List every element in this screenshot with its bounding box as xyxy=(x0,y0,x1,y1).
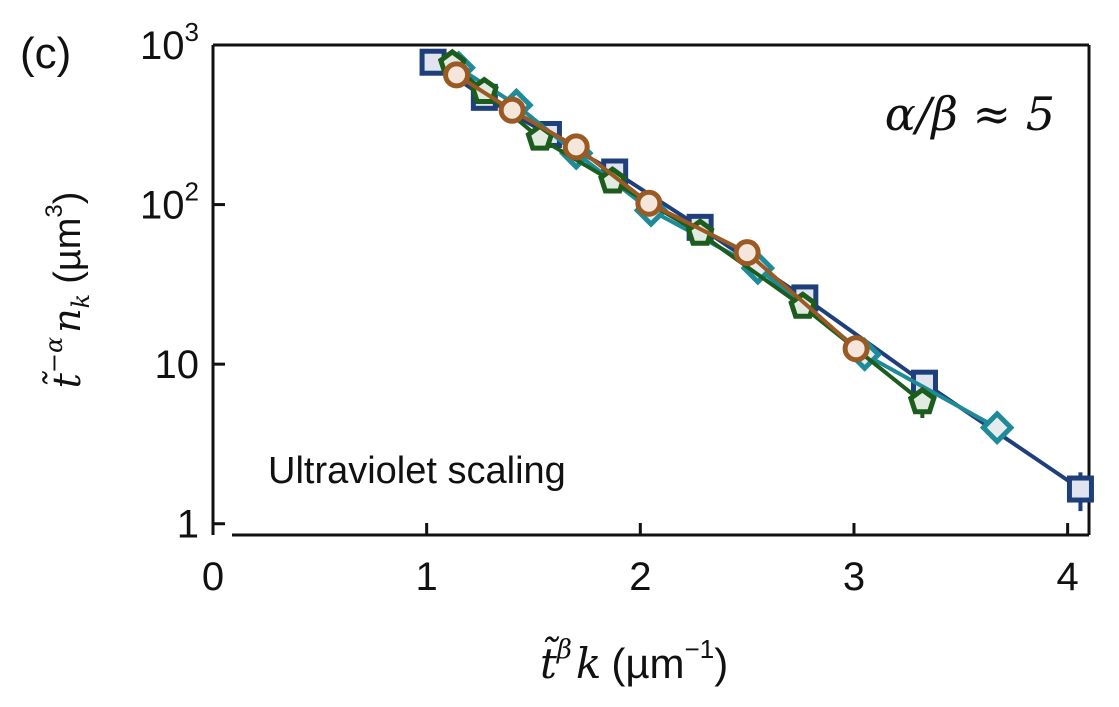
y-label-unit-exp: 3 xyxy=(41,204,68,217)
ratio-annotation: α/β ≈ 5 xyxy=(885,87,1055,141)
series-circles xyxy=(443,61,870,363)
panel-label: (c) xyxy=(20,29,71,78)
data-point-circle xyxy=(842,335,870,363)
data-point-circle xyxy=(733,239,761,267)
x-label-exp: β xyxy=(556,635,572,665)
x-label-t: t̃ xyxy=(540,635,559,688)
y-tick-label: 10 xyxy=(155,343,200,387)
y-axis-ticks: 1 10 102 103 xyxy=(140,17,225,547)
x-tick-label: 2 xyxy=(629,555,651,599)
x-label-unit-exp: −1 xyxy=(685,634,715,664)
x-tick-label: 3 xyxy=(843,555,865,599)
data-point-pentagon xyxy=(598,166,627,194)
data-point-diamond xyxy=(979,410,1015,445)
data-point-circle xyxy=(498,96,526,124)
plot-frame xyxy=(211,43,1091,537)
y-label-sub: k xyxy=(67,294,95,309)
y-label-unit-open: (µm xyxy=(47,218,89,284)
x-label-unit-close: ) xyxy=(714,640,728,687)
x-label-unit-open: (µm xyxy=(611,640,684,687)
x-tick-label: 4 xyxy=(1057,555,1079,599)
y-label-t: t̃ xyxy=(42,371,89,389)
data-point-square xyxy=(1066,475,1094,503)
x-axis-ticks: 0 1 2 3 4 xyxy=(202,523,1079,599)
x-axis-label: t̃βk (µm−1) xyxy=(540,634,728,688)
x-label-var: k xyxy=(576,639,601,688)
data-point-circle xyxy=(562,133,590,161)
y-tick-label: 103 xyxy=(140,17,199,68)
y-label-unit-close: ) xyxy=(47,192,89,205)
x-tick-label: 1 xyxy=(416,555,438,599)
y-label-var: n xyxy=(45,308,89,332)
data-point-circle xyxy=(443,61,471,89)
data-point-circle xyxy=(635,189,663,217)
data-point-pentagon xyxy=(907,386,937,415)
y-tick-label: 1 xyxy=(177,503,199,547)
x-tick-label: 0 xyxy=(202,555,224,599)
y-label-exp: −α xyxy=(40,337,68,373)
y-tick-label: 102 xyxy=(140,177,199,228)
scaling-annotation: Ultraviolet scaling xyxy=(268,450,566,492)
series-layer xyxy=(419,48,1094,512)
y-axis-label: t̃−α nk (µm3) xyxy=(40,192,95,389)
data-point-pentagon xyxy=(788,291,818,319)
